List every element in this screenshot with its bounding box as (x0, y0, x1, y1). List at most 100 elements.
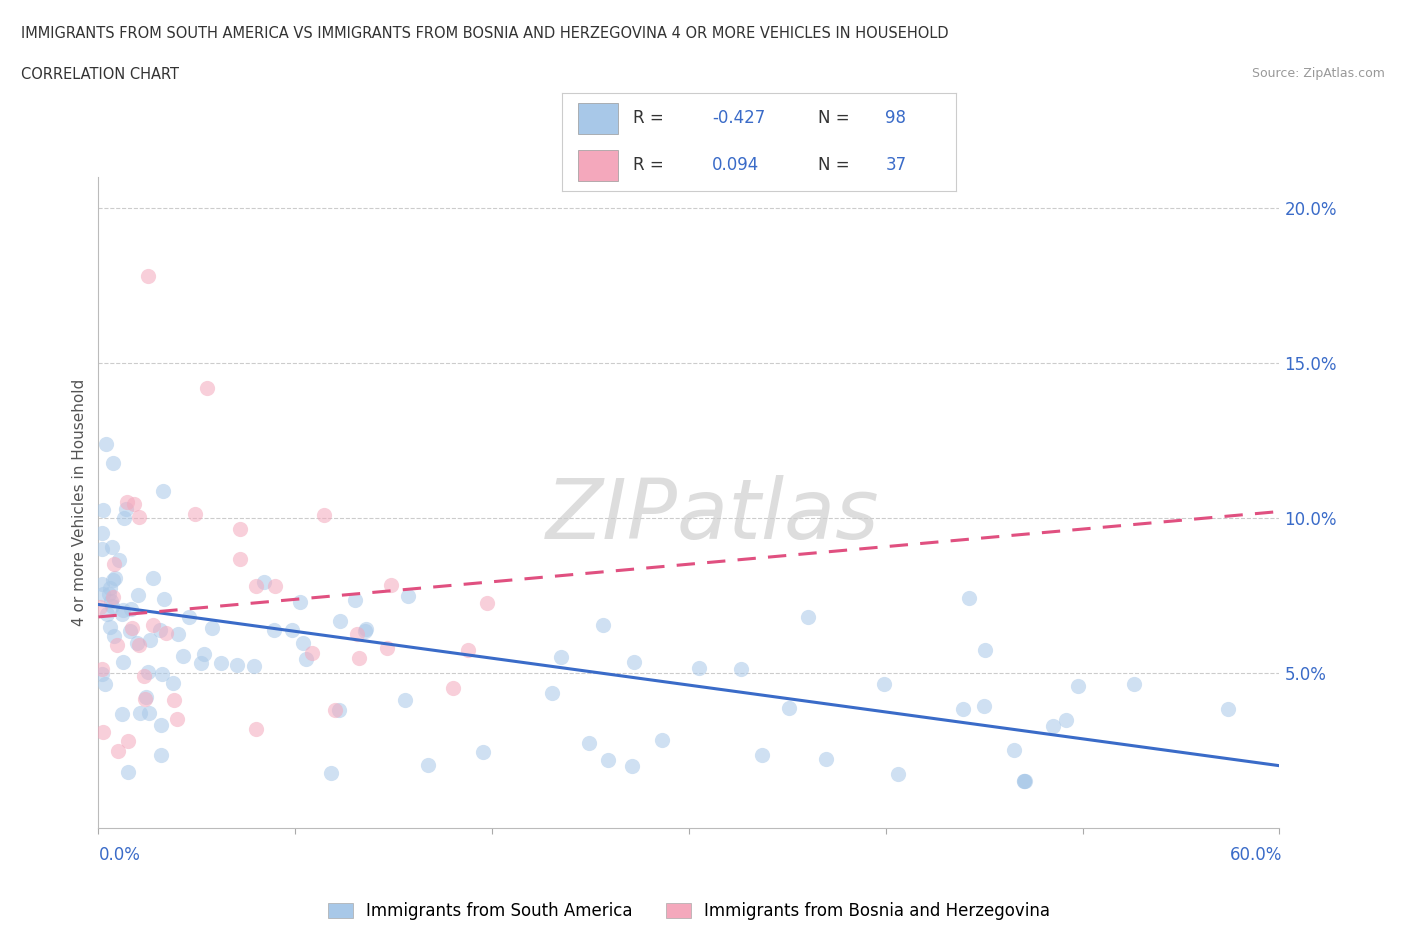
Point (91, 577, 114, 591)
Point (280, 622, 302, 637)
Point (263, 622, 285, 637)
Point (475, 595, 498, 610)
Point (112, 655, 135, 670)
Point (107, 743, 129, 758)
Point (121, 620, 143, 635)
Point (134, 689, 156, 704)
Point (418, 757, 440, 772)
Text: N =: N = (818, 110, 849, 127)
Point (294, 651, 316, 666)
Point (91, 586, 114, 601)
Point (101, 456, 124, 471)
Point (91, 503, 114, 518)
Point (952, 702, 974, 717)
Point (578, 736, 600, 751)
Point (94, 676, 117, 691)
Point (149, 622, 172, 637)
Point (150, 717, 173, 732)
Point (211, 656, 233, 671)
Point (112, 511, 135, 525)
Point (179, 609, 201, 624)
Point (112, 603, 135, 618)
Point (193, 646, 215, 661)
Point (245, 579, 267, 594)
Point (162, 675, 184, 690)
Point (101, 590, 124, 604)
Point (152, 591, 174, 606)
Point (129, 705, 152, 720)
Point (97, 587, 120, 602)
Point (312, 507, 335, 522)
Point (115, 494, 138, 509)
Point (111, 606, 134, 621)
Point (117, 734, 139, 749)
Point (1014, 774, 1036, 789)
Point (91, 724, 114, 739)
Point (354, 621, 377, 636)
Point (377, 641, 399, 656)
Point (229, 522, 252, 537)
Point (1216, 701, 1239, 716)
Point (152, 484, 174, 498)
Point (138, 706, 160, 721)
Y-axis label: 4 or more Vehicles in Household: 4 or more Vehicles in Household (72, 379, 87, 626)
Point (1012, 774, 1035, 789)
Text: IMMIGRANTS FROM SOUTH AMERICA VS IMMIGRANTS FROM BOSNIA AND HERZEGOVINA 4 OR MOR: IMMIGRANTS FROM SOUTH AMERICA VS IMMIGRA… (21, 26, 949, 41)
Point (1122, 676, 1144, 691)
Point (797, 609, 820, 624)
Text: ZIPatlas: ZIPatlas (546, 474, 879, 556)
Point (1042, 719, 1064, 734)
Point (201, 620, 224, 635)
Point (380, 578, 402, 593)
Point (138, 632, 160, 647)
Point (328, 703, 350, 718)
Point (621, 759, 644, 774)
Point (264, 578, 287, 593)
Point (873, 676, 896, 691)
Point (103, 573, 125, 588)
Point (103, 629, 125, 644)
Point (136, 665, 159, 680)
Point (127, 635, 149, 650)
Text: 98: 98 (886, 110, 907, 127)
Point (120, 602, 142, 617)
Point (127, 588, 149, 603)
Point (96, 607, 118, 622)
Point (111, 706, 134, 721)
Point (155, 625, 177, 640)
Point (329, 613, 352, 628)
Text: 60.0%: 60.0% (1230, 846, 1282, 864)
Point (344, 592, 367, 607)
Point (128, 638, 150, 653)
Point (751, 748, 773, 763)
Point (134, 692, 156, 707)
Point (540, 686, 562, 701)
Point (886, 766, 908, 781)
Point (242, 658, 264, 673)
Point (396, 589, 419, 604)
Point (319, 765, 342, 780)
Point (101, 599, 124, 614)
Point (91, 667, 114, 682)
Text: N =: N = (818, 156, 849, 174)
Point (292, 636, 315, 651)
Text: 0.094: 0.094 (711, 156, 759, 174)
Point (778, 701, 800, 716)
Point (1002, 742, 1025, 757)
Point (142, 618, 165, 632)
Point (592, 618, 614, 632)
Point (183, 507, 205, 522)
Point (472, 745, 495, 760)
Point (301, 646, 323, 661)
Point (150, 667, 173, 682)
Point (730, 661, 752, 676)
Text: R =: R = (633, 110, 664, 127)
Point (973, 643, 995, 658)
Point (136, 269, 159, 284)
Text: CORRELATION CHART: CORRELATION CHART (21, 67, 179, 82)
Point (94, 436, 117, 451)
Point (1012, 774, 1035, 789)
Point (623, 655, 645, 670)
Point (105, 637, 128, 652)
Point (651, 732, 673, 747)
